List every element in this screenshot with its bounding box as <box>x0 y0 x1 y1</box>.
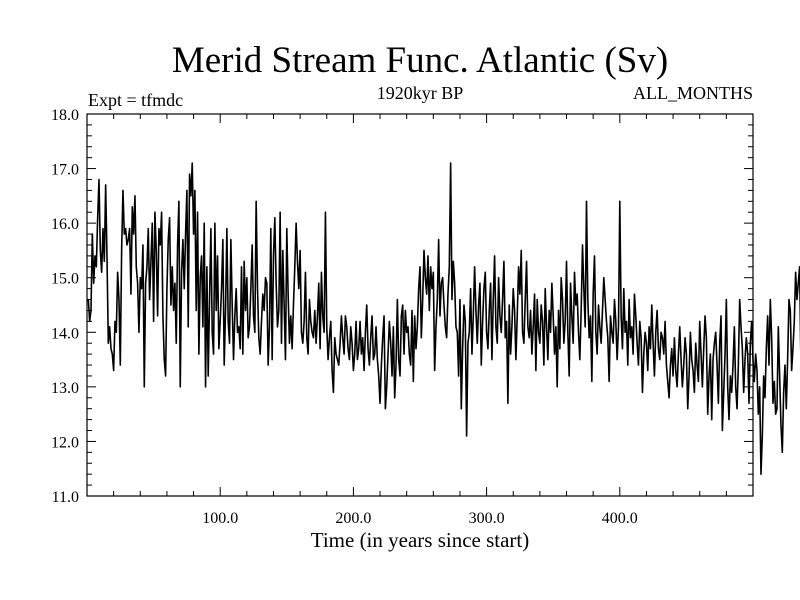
x-tick-label: 100.0 <box>202 510 238 527</box>
y-tick-label: 14.0 <box>51 325 79 342</box>
x-axis-label: Time (in years since start) <box>311 528 530 552</box>
x-tick-label: 400.0 <box>602 510 638 527</box>
months-annotation: ALL_MONTHS <box>633 83 753 103</box>
chart-subtitle: 1920kyr BP <box>377 83 464 103</box>
y-tick-label: 18.0 <box>51 107 79 124</box>
plot-frame <box>86 113 754 497</box>
y-tick-label: 15.0 <box>51 271 79 288</box>
x-tick-label: 300.0 <box>469 510 505 527</box>
y-tick-label: 13.0 <box>51 380 79 397</box>
y-tick-label: 11.0 <box>52 489 79 506</box>
y-tick-label: 12.0 <box>51 434 79 451</box>
series-line <box>87 162 800 475</box>
expt-annotation: Expt = tfmdc <box>88 90 183 110</box>
y-tick-label: 16.0 <box>51 216 79 233</box>
plot-area: 100.0 200.0 300.0 400.0 11.0 12.0 13.0 14.0 15.0… <box>51 107 800 527</box>
y-tick-label: 17.0 <box>51 162 79 179</box>
chart-title: Merid Stream Func. Atlantic (Sv) <box>172 40 668 81</box>
x-tick-label: 200.0 <box>335 510 371 527</box>
